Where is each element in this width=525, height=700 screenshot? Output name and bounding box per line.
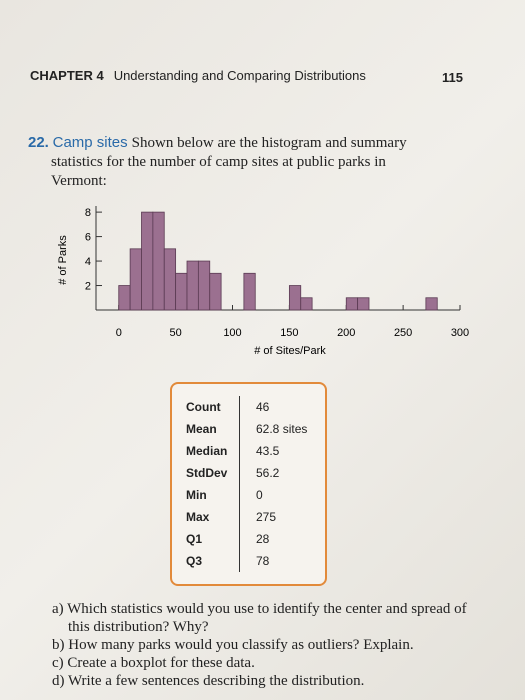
table-row: Q3 78 — [186, 550, 316, 572]
problem-number: 22. — [28, 134, 49, 151]
stat-value: 43.5 — [256, 444, 280, 458]
table-row: Mean 62.8 sites — [186, 418, 316, 440]
page-number: 115 — [442, 70, 463, 85]
bar — [345, 297, 359, 311]
y-tick-label: 4 — [85, 256, 91, 268]
stat-name: Count — [186, 400, 221, 414]
stat-value: 46 — [256, 400, 270, 414]
table-row: Count 46 — [186, 396, 316, 418]
questions: a) Which statistics would you use to ide… — [52, 600, 472, 690]
problem: 22. Camp sites Shown below are the histog… — [28, 133, 407, 191]
bar — [163, 248, 177, 311]
question: d) Write a few sentences describing the … — [52, 673, 365, 689]
bar — [186, 260, 199, 311]
bar — [118, 285, 131, 311]
question: a) Which statistics would you use to ide… — [52, 601, 467, 635]
table-row: StdDev 56.2 — [186, 462, 316, 484]
y-tick-label: 6 — [85, 232, 91, 244]
bar — [243, 272, 256, 311]
x-tick-label: 200 — [337, 327, 355, 339]
problem-text: Shown below are the histogram and summar… — [131, 135, 407, 151]
x-axis-label: # of Sites/Park — [254, 345, 326, 357]
stat-name: StdDev — [186, 466, 228, 480]
stat-name: Median — [186, 444, 228, 458]
header: CHAPTER 4 Understanding and Comparing Dis… — [30, 68, 366, 83]
stat-value: 56.2 — [256, 466, 280, 480]
table-row: Min 0 — [186, 484, 316, 506]
problem-line: 22. Camp sites Shown below are the histog… — [28, 133, 407, 153]
x-tick-label: 100 — [223, 327, 241, 339]
bar — [175, 272, 188, 311]
stat-value: 78 — [256, 554, 270, 568]
y-axis-label: # of Parks — [57, 235, 69, 285]
x-tick-label: 50 — [170, 327, 182, 339]
stat-name: Q1 — [186, 532, 203, 546]
bar — [209, 272, 222, 311]
stat-value: 0 — [256, 488, 263, 502]
stat-name: Min — [186, 488, 207, 502]
bar — [425, 297, 438, 311]
bar — [197, 260, 211, 311]
bar — [152, 211, 165, 311]
stat-name: Max — [186, 510, 210, 524]
question: b) How many parks would you classify as … — [52, 637, 414, 653]
bar — [300, 297, 313, 311]
table-row: Median 43.5 — [186, 440, 316, 462]
stat-value: 62.8 sites — [256, 422, 308, 436]
y-tick-label: 8 — [85, 207, 91, 219]
x-tick-label: 250 — [394, 327, 412, 339]
stat-value: 28 — [256, 532, 270, 546]
stat-name: Q3 — [186, 554, 203, 568]
x-tick-label: 150 — [280, 327, 298, 339]
y-tick-label: 2 — [85, 281, 91, 293]
problem-title: Camp sites — [52, 134, 128, 151]
stat-name: Mean — [186, 422, 217, 436]
bar — [129, 248, 142, 311]
bar — [141, 211, 154, 311]
stat-value: 275 — [256, 510, 277, 524]
problem-text: statistics for the number of camp sites … — [51, 154, 386, 170]
table-row: Max 275 — [186, 506, 316, 528]
problem-text: Vermont: — [51, 173, 107, 189]
chapter-title: Understanding and Comparing Distribution… — [113, 68, 366, 83]
table-row: Q1 28 — [186, 528, 316, 550]
bar — [288, 285, 302, 311]
x-tick-label: 0 — [116, 327, 122, 339]
x-tick-label: 300 — [451, 327, 469, 339]
divider — [239, 396, 240, 572]
bar — [357, 297, 370, 311]
histogram: 2 4 6 8 0 50 100 150 200 250 300 # of Sites/Park # o… — [57, 206, 469, 357]
summary-table: Count 46 Mean 62.8 sites Median 43.5 StdDev 56.… — [170, 382, 327, 586]
chapter: CHAPTER 4 — [30, 68, 104, 83]
question: c) Create a boxplot for these data. — [52, 655, 255, 671]
